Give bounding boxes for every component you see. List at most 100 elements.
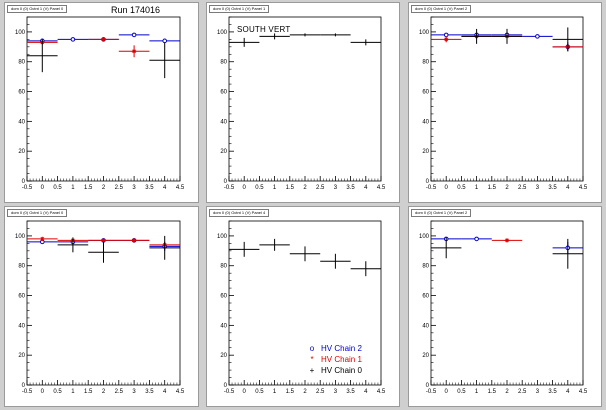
panel-title: dom 0 (0) Octnt 1 (V) Panel 4 bbox=[209, 209, 270, 217]
x-tick-label: 2 bbox=[303, 389, 307, 395]
y-tick-label: 80 bbox=[422, 264, 429, 270]
y-tick-label: 60 bbox=[18, 90, 25, 96]
marker-star bbox=[131, 238, 137, 243]
data-point-chain1 bbox=[491, 238, 523, 243]
x-tick-label: 0.5 bbox=[457, 389, 466, 395]
data-point-chain1 bbox=[431, 36, 462, 43]
data-point-chain0 bbox=[289, 33, 321, 37]
y-tick-label: 0 bbox=[22, 383, 26, 389]
data-point-chain1 bbox=[88, 37, 119, 42]
plot-frame bbox=[430, 220, 584, 386]
x-tick-label: 1 bbox=[273, 185, 277, 191]
y-tick-label: 40 bbox=[422, 119, 429, 125]
y-tick-label: 60 bbox=[422, 294, 429, 300]
x-tick-label: 0.5 bbox=[53, 185, 62, 191]
x-tick-label: 1 bbox=[71, 185, 75, 191]
x-tick-label: -0.5 bbox=[224, 389, 235, 395]
y-tick-label: 80 bbox=[220, 264, 227, 270]
x-tick-label: 2 bbox=[102, 389, 106, 395]
y-tick-label: 0 bbox=[224, 179, 228, 185]
y-tick-label: 0 bbox=[426, 383, 430, 389]
marker-circle bbox=[162, 38, 167, 44]
data-point-chain0 bbox=[350, 261, 381, 277]
x-tick-label: 2 bbox=[102, 185, 106, 191]
data-point-chain2 bbox=[522, 34, 553, 39]
y-tick-label: 40 bbox=[220, 119, 227, 125]
x-tick-label: 4.5 bbox=[579, 389, 588, 395]
x-tick-label: -0.5 bbox=[22, 185, 33, 191]
x-tick-label: 0 bbox=[445, 185, 449, 191]
panel-top-left: dom 0 (0) Octnt 1 (V) Panel 0 Run 174016… bbox=[4, 2, 199, 203]
x-tick-label: 3.5 bbox=[346, 185, 355, 191]
x-tick-label: 1 bbox=[475, 389, 479, 395]
x-tick-label: 4.5 bbox=[377, 389, 386, 395]
data-point-chain1 bbox=[118, 238, 150, 243]
data-point-chain1 bbox=[88, 238, 119, 243]
x-tick-label: 0.5 bbox=[53, 389, 62, 395]
y-tick-label: 40 bbox=[18, 119, 25, 125]
y-tick-label: 40 bbox=[422, 323, 429, 329]
panel-top-right: dom 0 (0) Octnt 1 (V) Panel 2 0 20 40 60 80 1… bbox=[408, 2, 602, 203]
y-tick-label: 100 bbox=[419, 30, 430, 36]
x-tick-label: 4 bbox=[163, 185, 167, 191]
x-tick-label: 3 bbox=[334, 185, 338, 191]
x-tick-label: 0 bbox=[41, 389, 45, 395]
data-point-chain0 bbox=[552, 27, 583, 52]
data-point-chain2 bbox=[57, 37, 89, 42]
x-tick-label: 3 bbox=[536, 389, 540, 395]
x-tick-label: 3.5 bbox=[548, 185, 557, 191]
data-point-chain0 bbox=[88, 241, 119, 263]
x-tick-label: 2 bbox=[505, 389, 509, 395]
region-label: SOUTH VERT bbox=[237, 25, 291, 34]
x-tick-label: 3.5 bbox=[145, 389, 154, 395]
marker-star bbox=[131, 49, 137, 54]
panel-title: dom 0 (0) Octnt 1 (V) Panel 1 bbox=[209, 5, 270, 13]
panel-bottom-left: dom 0 (0) Octnt 1 (V) Panel 0 0 20 40 60 80 1… bbox=[4, 206, 199, 407]
data-point-chain0 bbox=[229, 241, 260, 257]
y-tick-label: 100 bbox=[419, 234, 430, 240]
x-tick-label: 2.5 bbox=[115, 185, 124, 191]
y-tick-label: 100 bbox=[15, 234, 26, 240]
x-tick-label: -0.5 bbox=[224, 185, 235, 191]
panel-top-middle: dom 0 (0) Octnt 1 (V) Panel 1 SOUTH VERT… bbox=[206, 2, 400, 203]
data-point-chain0 bbox=[149, 235, 180, 260]
x-tick-label: 0.5 bbox=[255, 389, 264, 395]
legend-marker-cross: + bbox=[309, 366, 315, 375]
x-tick-label: 1.5 bbox=[286, 185, 295, 191]
x-tick-label: 2.5 bbox=[115, 389, 124, 395]
data-point-chain2 bbox=[27, 239, 58, 245]
plot-frame bbox=[228, 16, 382, 182]
x-tick-label: 3.5 bbox=[346, 389, 355, 395]
data-point-chain0 bbox=[461, 28, 492, 44]
x-tick-label: 1 bbox=[273, 389, 277, 395]
x-tick-label: 2.5 bbox=[316, 185, 325, 191]
data-point-chain0 bbox=[491, 28, 523, 44]
x-tick-label: 1 bbox=[475, 185, 479, 191]
x-tick-label: 2 bbox=[303, 185, 307, 191]
marker-circle bbox=[443, 32, 449, 38]
x-tick-label: 4 bbox=[566, 389, 570, 395]
panel-title: dom 0 (0) Octnt 1 (V) Panel 2 bbox=[411, 5, 472, 13]
data-point-chain0 bbox=[259, 33, 290, 40]
x-tick-label: 4.5 bbox=[579, 185, 588, 191]
data-point-chain2 bbox=[461, 236, 492, 242]
y-tick-label: 0 bbox=[224, 383, 228, 389]
y-tick-label: 60 bbox=[220, 294, 227, 300]
marker-star bbox=[444, 37, 449, 42]
y-tick-label: 60 bbox=[422, 90, 429, 96]
x-tick-label: 4.5 bbox=[176, 185, 185, 191]
data-point-chain1 bbox=[118, 45, 150, 58]
data-point-chain0 bbox=[27, 39, 58, 73]
y-tick-label: 100 bbox=[15, 30, 26, 36]
x-tick-label: 2 bbox=[505, 185, 509, 191]
y-tick-label: 20 bbox=[220, 149, 227, 155]
legend-label: HV Chain 1 bbox=[321, 355, 362, 364]
x-tick-label: 0.5 bbox=[255, 185, 264, 191]
x-tick-label: -0.5 bbox=[426, 389, 437, 395]
legend-label: HV Chain 0 bbox=[321, 366, 362, 375]
x-tick-label: 3.5 bbox=[548, 389, 557, 395]
